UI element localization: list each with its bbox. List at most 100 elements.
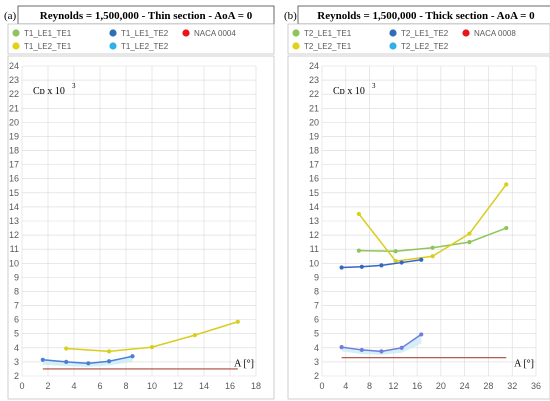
legend-entry: NACA 0004 — [194, 29, 236, 38]
x-tick-label: 14 — [199, 381, 209, 391]
x-tick-label: 16 — [225, 381, 235, 391]
y-tick-label: 14 — [9, 202, 19, 212]
x-tick-label: 4 — [71, 381, 76, 391]
y-tick-label: 17 — [309, 160, 319, 170]
y-tick-label: 9 — [14, 272, 19, 282]
y-axis-label-exponent: 3 — [372, 82, 376, 90]
data-point — [40, 357, 45, 362]
x-tick-label: 12 — [388, 381, 398, 391]
data-point — [339, 265, 344, 270]
y-tick-label: 10 — [9, 258, 19, 268]
y-tick-label: 17 — [9, 160, 19, 170]
data-point — [430, 254, 435, 259]
x-tick-label: 18 — [251, 381, 261, 391]
y-tick-label: 15 — [309, 188, 319, 198]
y-tick-label: 7 — [14, 301, 19, 311]
x-axis-label: A [°] — [514, 359, 534, 370]
y-tick-label: 16 — [9, 174, 19, 184]
data-point — [467, 240, 472, 245]
data-point — [399, 260, 404, 265]
data-point — [192, 333, 197, 338]
legend-entry: T1_LE2_TE1 — [24, 42, 72, 51]
x-tick-label: 4 — [343, 381, 348, 391]
y-tick-label: 13 — [309, 216, 319, 226]
legend-entry: T2_LE2_TE2 — [401, 42, 449, 51]
y-tick-label: 12 — [9, 230, 19, 240]
data-point — [379, 349, 384, 354]
data-point — [393, 259, 398, 264]
legend-entry: T2_LE1_TE1 — [304, 29, 352, 38]
data-point — [356, 211, 361, 217]
legend-marker — [292, 42, 300, 50]
x-tick-label: 28 — [483, 381, 493, 391]
panel-label: (a) — [4, 10, 17, 22]
legend-marker — [462, 29, 470, 37]
y-tick-label: 18 — [9, 146, 19, 156]
data-point — [359, 264, 364, 269]
y-tick-label: 16 — [309, 174, 319, 184]
y-tick-label: 20 — [9, 117, 19, 127]
y-tick-label: 7 — [314, 301, 319, 311]
x-tick-label: 8 — [367, 381, 372, 391]
y-tick-label: 5 — [314, 329, 319, 339]
y-tick-label: 22 — [309, 89, 319, 99]
legend-box — [287, 23, 550, 55]
x-tick-label: 6 — [97, 381, 102, 391]
data-point — [107, 359, 112, 364]
panel-label: (b) — [284, 10, 297, 22]
y-tick-label: 14 — [309, 202, 319, 212]
x-tick-label: 8 — [123, 381, 128, 391]
y-tick-label: 9 — [314, 272, 319, 282]
y-tick-label: 18 — [309, 146, 319, 156]
y-tick-label: 2 — [314, 371, 319, 381]
data-point — [64, 346, 69, 351]
data-point — [356, 248, 361, 253]
data-point — [64, 359, 69, 365]
data-point — [393, 249, 398, 254]
y-tick-label: 5 — [14, 329, 19, 339]
data-point — [379, 263, 384, 268]
y-tick-label: 12 — [309, 230, 319, 240]
x-tick-label: 10 — [147, 381, 157, 391]
data-point — [399, 345, 404, 350]
x-tick-label: 24 — [460, 381, 470, 391]
data-point — [130, 354, 135, 359]
legend-box — [7, 23, 275, 55]
legend-entry: T2_LE2_TE1 — [304, 42, 352, 51]
data-point — [149, 345, 155, 350]
x-tick-label: 32 — [507, 381, 517, 391]
y-axis-label: Cᴅ x 10 — [33, 86, 65, 97]
y-tick-label: 13 — [9, 216, 19, 226]
y-tick-label: 11 — [10, 244, 19, 254]
legend-marker — [12, 29, 20, 37]
y-tick-label: 6 — [314, 315, 319, 325]
legend-marker — [12, 42, 20, 50]
data-point — [504, 182, 509, 187]
x-tick-label: 16 — [412, 381, 422, 391]
legend-marker — [389, 42, 397, 50]
y-tick-label: 15 — [9, 188, 19, 198]
data-point — [419, 257, 424, 262]
legend-entry: T1_LE2_TE2 — [121, 42, 169, 51]
legend-entry: T1_LE1_TE1 — [24, 29, 72, 38]
y-tick-label: 6 — [14, 315, 19, 325]
y-tick-label: 22 — [9, 89, 19, 99]
data-point — [86, 361, 91, 366]
legend-marker — [182, 29, 190, 37]
data-point — [235, 319, 240, 324]
data-point — [339, 345, 344, 350]
x-tick-label: 20 — [436, 381, 446, 391]
y-tick-label: 10 — [309, 258, 319, 268]
chart-panel-a: (a) Reynolds = 1,500,000 - Thin section -… — [4, 5, 275, 400]
legend-entry: T1_LE1_TE2 — [121, 29, 169, 38]
chart-panel-b: (b) Reynolds = 1,500,000 - Thick section … — [284, 5, 550, 400]
x-tick-label: 2 — [45, 381, 50, 391]
plot-frame — [7, 55, 275, 400]
x-tick-label: 12 — [173, 381, 183, 391]
y-tick-label: 21 — [309, 103, 319, 113]
chart-title: Reynolds = 1,500,000 - Thick section - A… — [317, 10, 535, 22]
y-tick-label: 21 — [9, 103, 19, 113]
y-tick-label: 23 — [309, 75, 319, 85]
uncertainty-band — [42, 356, 133, 367]
